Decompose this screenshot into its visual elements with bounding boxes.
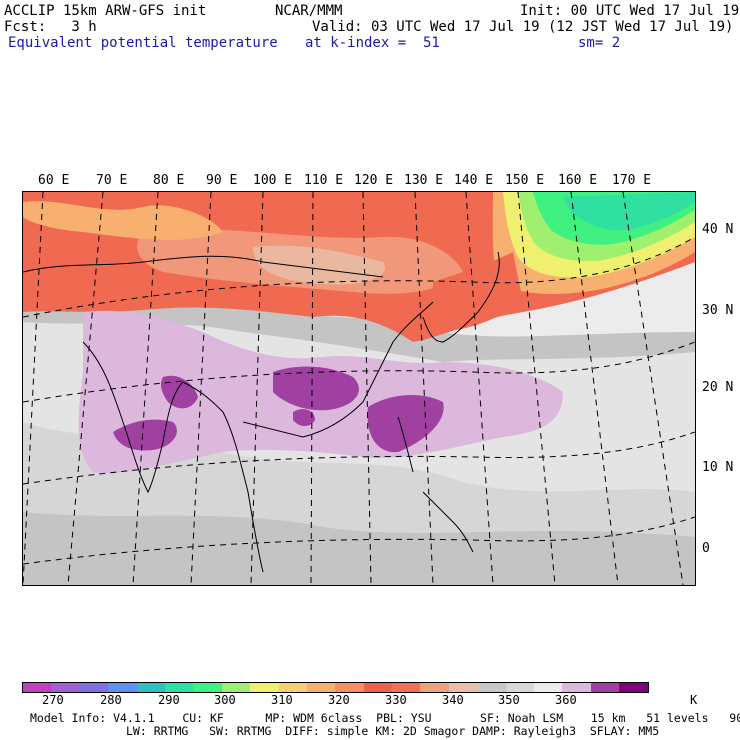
colorbar-tick-310: 310: [271, 693, 293, 707]
colorbar-tick-360: 360: [555, 693, 577, 707]
coast-china: [242, 301, 434, 438]
lon-label-80e: 80 E: [153, 173, 185, 188]
model-info-line1: Model Info: V4.1.1 CU: KF MP: WDM 6class…: [30, 711, 740, 725]
coastlines: [23, 251, 500, 573]
field-purple-bay: [160, 375, 198, 409]
lon-label-110e: 110 E: [304, 173, 344, 188]
org-label: NCAR/MMM: [275, 3, 343, 19]
lat-label-20n: 20 N: [702, 380, 734, 395]
border-north: [23, 255, 384, 278]
lon-label-100e: 100 E: [253, 173, 293, 188]
lat-label-40n: 40 N: [702, 222, 734, 237]
coast-taiwan-philippines: [397, 416, 414, 473]
lon-label-120e: 120 E: [354, 173, 394, 188]
colorbar-tick-350: 350: [498, 693, 520, 707]
coast-india: [82, 341, 184, 494]
colorbar-swatch: [505, 683, 535, 692]
colorbar-swatch: [392, 683, 421, 692]
parallel-30n: [23, 341, 695, 403]
lat-label-0: 0: [702, 541, 710, 556]
lon-label-60e: 60 E: [38, 173, 70, 188]
field-tan-tibet: [253, 245, 385, 285]
colorbar-swatch: [108, 683, 137, 692]
colorbar-swatch: [250, 683, 279, 692]
field-purple-scs: [273, 366, 359, 411]
parallel-20n: [23, 431, 695, 485]
parallel-40n: [23, 236, 695, 318]
colorbar-tick-290: 290: [158, 693, 180, 707]
model-title: ACCLIP 15km ARW-GFS init: [4, 3, 207, 19]
colorbar-unit: K: [690, 693, 698, 707]
init-time: Init: 00 UTC Wed 17 Jul 19: [520, 3, 740, 19]
parallel-10n: [23, 516, 695, 565]
field-purple-india: [113, 419, 177, 451]
colorbar-swatch: [363, 683, 393, 692]
graticule-lines: [23, 192, 695, 585]
lon-label-130e: 130 E: [404, 173, 444, 188]
field-red-japan: [433, 252, 523, 332]
colorbar-swatch: [136, 683, 165, 692]
coast-korea-japan: [422, 251, 500, 343]
lon-label-90e: 90 E: [206, 173, 238, 188]
colorbar-swatch: [23, 683, 52, 692]
field-purple-small: [293, 409, 315, 426]
lon-label-170e: 170 E: [612, 173, 652, 188]
colorbar-swatch: [278, 683, 307, 692]
colorbar-swatch: [448, 683, 478, 692]
lon-label-160e: 160 E: [558, 173, 598, 188]
colorbar: [22, 682, 649, 693]
lat-label-30n: 30 N: [702, 303, 734, 318]
colorbar-tick-320: 320: [328, 693, 350, 707]
field-grey-far-south: [23, 512, 695, 585]
theta-e-field: [23, 192, 695, 585]
colorbar-tick-340: 340: [442, 693, 464, 707]
lon-label-70e: 70 E: [96, 173, 128, 188]
field-grey-midlat: [23, 292, 695, 362]
valid-time: Valid: 03 UTC Wed 17 Jul 19 (12 JST Wed …: [312, 19, 734, 35]
colorbar-swatch: [562, 683, 591, 692]
colorbar-tick-270: 270: [42, 693, 64, 707]
lon-label-140e: 140 E: [454, 173, 494, 188]
forecast-hour: Fcst: 3 h: [4, 19, 97, 35]
field-teal-ne: [563, 192, 695, 231]
colorbar-swatch: [477, 683, 506, 692]
field-purple-philippines: [367, 395, 444, 453]
smoothing-label: sm= 2: [578, 35, 621, 51]
colorbar-tick-330: 330: [385, 693, 407, 707]
colorbar-swatch: [164, 683, 194, 692]
colorbar-swatch: [335, 683, 364, 692]
field-name: Equivalent potential temperature: [8, 35, 278, 51]
colorbar-tick-300: 300: [214, 693, 236, 707]
map-panel: [22, 191, 696, 586]
colorbar-swatch: [306, 683, 336, 692]
colorbar-swatch: [420, 683, 449, 692]
colorbar-swatch: [221, 683, 251, 692]
model-info-line2: LW: RRTMG SW: RRTMG DIFF: simple KM: 2D …: [126, 724, 660, 738]
lon-label-150e: 150 E: [505, 173, 545, 188]
colorbar-swatch: [79, 683, 109, 692]
level-label: at k-index = 51: [305, 35, 440, 51]
coast-philippines: [422, 491, 474, 553]
colorbar-swatch: [534, 683, 563, 692]
coast-myanmar-malay: [182, 381, 264, 573]
colorbar-tick-280: 280: [100, 693, 122, 707]
colorbar-swatch: [51, 683, 80, 692]
colorbar-swatch: [193, 683, 222, 692]
meridian-170e: [622, 192, 684, 585]
colorbar-swatch: [590, 683, 620, 692]
field-orange-nw: [23, 201, 223, 240]
colorbar-swatch: [619, 683, 648, 692]
lat-label-10n: 10 N: [702, 460, 734, 475]
